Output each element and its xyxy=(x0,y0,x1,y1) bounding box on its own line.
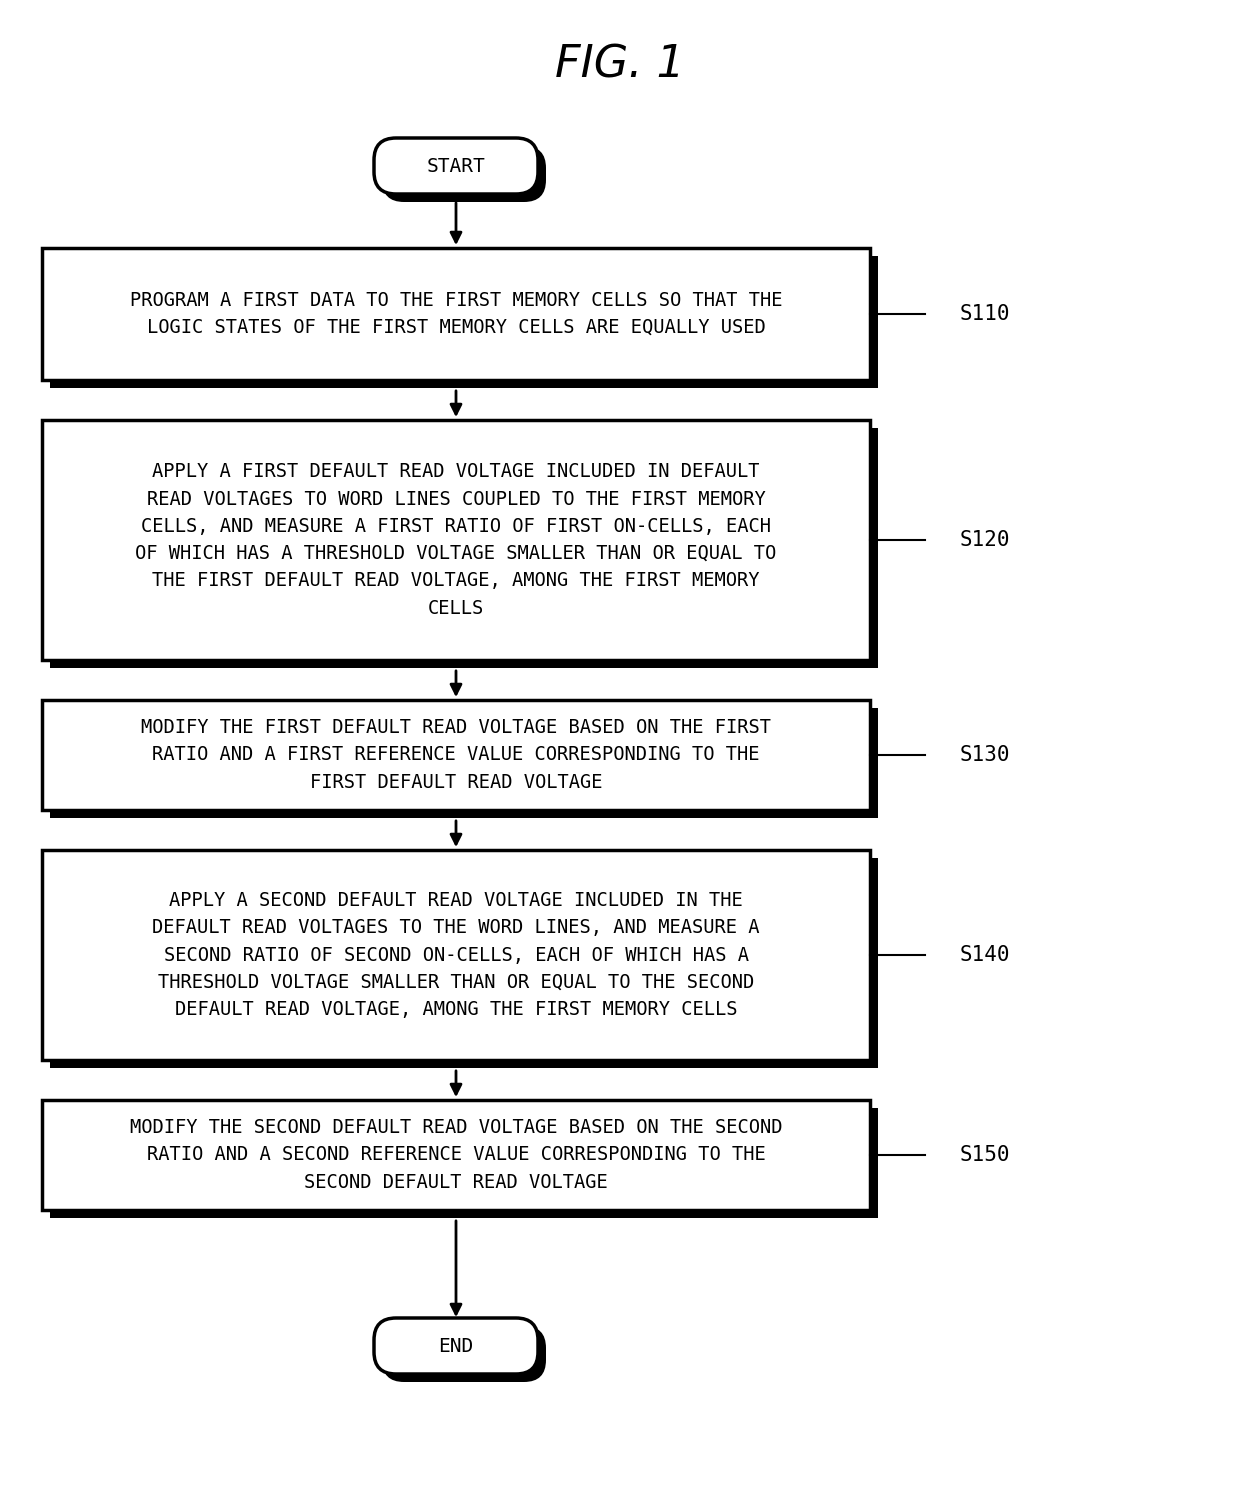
Text: S110: S110 xyxy=(960,304,1011,325)
Text: S150: S150 xyxy=(960,1145,1011,1164)
Text: MODIFY THE FIRST DEFAULT READ VOLTAGE BASED ON THE FIRST
RATIO AND A FIRST REFER: MODIFY THE FIRST DEFAULT READ VOLTAGE BA… xyxy=(141,718,771,792)
Text: FIG. 1: FIG. 1 xyxy=(556,43,684,86)
Text: START: START xyxy=(427,156,485,176)
Bar xyxy=(50,858,878,1068)
FancyBboxPatch shape xyxy=(374,138,538,194)
Text: S120: S120 xyxy=(960,530,1011,549)
Bar xyxy=(50,427,878,669)
Bar xyxy=(50,256,878,389)
Text: APPLY A SECOND DEFAULT READ VOLTAGE INCLUDED IN THE
DEFAULT READ VOLTAGES TO THE: APPLY A SECOND DEFAULT READ VOLTAGE INCL… xyxy=(153,890,760,1018)
Bar xyxy=(42,700,870,810)
Text: S130: S130 xyxy=(960,744,1011,765)
Bar xyxy=(42,249,870,380)
Bar xyxy=(42,1100,870,1211)
Text: MODIFY THE SECOND DEFAULT READ VOLTAGE BASED ON THE SECOND
RATIO AND A SECOND RE: MODIFY THE SECOND DEFAULT READ VOLTAGE B… xyxy=(130,1118,782,1191)
Bar xyxy=(50,707,878,817)
FancyBboxPatch shape xyxy=(382,1327,546,1382)
Text: END: END xyxy=(439,1337,474,1355)
Text: S140: S140 xyxy=(960,946,1011,965)
Text: APPLY A FIRST DEFAULT READ VOLTAGE INCLUDED IN DEFAULT
READ VOLTAGES TO WORD LIN: APPLY A FIRST DEFAULT READ VOLTAGE INCLU… xyxy=(135,463,776,618)
Text: PROGRAM A FIRST DATA TO THE FIRST MEMORY CELLS SO THAT THE
LOGIC STATES OF THE F: PROGRAM A FIRST DATA TO THE FIRST MEMORY… xyxy=(130,290,782,337)
FancyBboxPatch shape xyxy=(382,146,546,203)
FancyBboxPatch shape xyxy=(374,1318,538,1374)
Bar xyxy=(42,850,870,1060)
Bar xyxy=(50,1108,878,1218)
Bar xyxy=(42,420,870,660)
